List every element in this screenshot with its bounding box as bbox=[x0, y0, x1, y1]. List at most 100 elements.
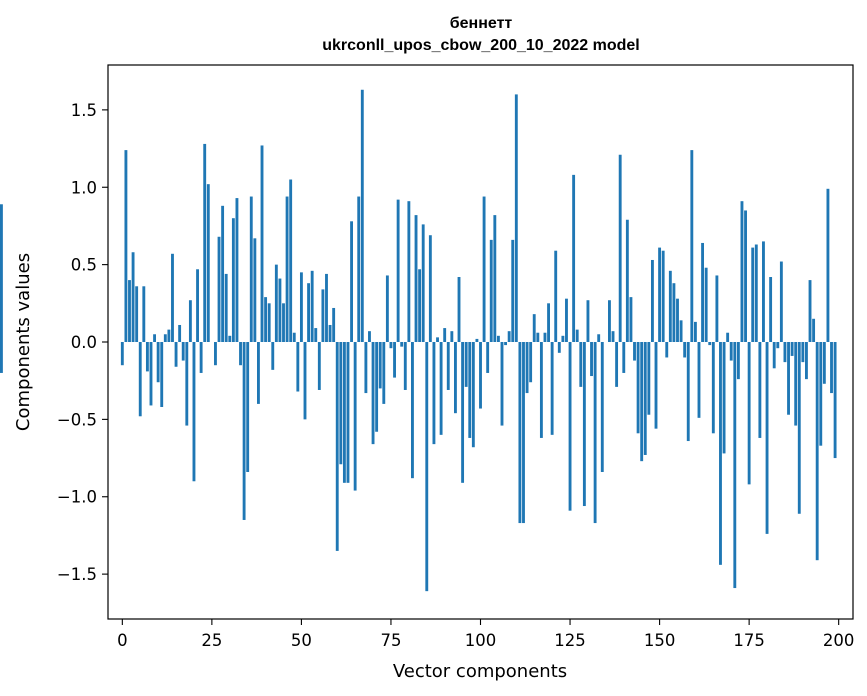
bar-81 bbox=[411, 342, 414, 479]
bar-105 bbox=[496, 335, 500, 342]
bar-136 bbox=[608, 300, 611, 342]
bar-11 bbox=[160, 342, 164, 407]
chart-title-line1: беннетт bbox=[450, 15, 513, 32]
bar-112 bbox=[522, 342, 525, 524]
bar-152 bbox=[665, 342, 669, 358]
bar-73 bbox=[382, 342, 386, 404]
bar-156 bbox=[679, 320, 683, 342]
bar-148 bbox=[650, 259, 654, 342]
bar-65 bbox=[353, 342, 357, 491]
bar-100 bbox=[479, 342, 482, 409]
bar-114 bbox=[529, 342, 533, 383]
bar-92 bbox=[450, 331, 454, 342]
bar-191 bbox=[805, 342, 808, 380]
bar-163 bbox=[704, 267, 708, 342]
bar-28 bbox=[221, 205, 225, 342]
bar-154 bbox=[672, 283, 676, 342]
bar-151 bbox=[661, 250, 665, 342]
y-tick-label: 0.0 bbox=[71, 333, 97, 352]
bar-193 bbox=[812, 318, 816, 342]
bar-95 bbox=[461, 342, 465, 483]
bar-98 bbox=[471, 342, 475, 448]
bar-55 bbox=[317, 342, 321, 390]
bar-182 bbox=[772, 342, 776, 369]
x-tick-label: 50 bbox=[291, 631, 312, 650]
x-tick-label: 125 bbox=[554, 631, 586, 650]
plot-frame bbox=[107, 64, 854, 620]
bar-184 bbox=[779, 261, 783, 342]
bar-190 bbox=[801, 342, 805, 363]
bar-180 bbox=[765, 342, 769, 534]
bar-177 bbox=[754, 244, 758, 342]
bar-186 bbox=[787, 342, 790, 415]
bar-128 bbox=[579, 342, 583, 387]
bar-26 bbox=[214, 342, 217, 366]
bar-126 bbox=[572, 174, 576, 342]
bar-29 bbox=[224, 273, 228, 342]
x-tick-label: 0 bbox=[117, 631, 128, 650]
bar-175 bbox=[747, 342, 751, 485]
bar-74 bbox=[385, 275, 389, 342]
y-tick-label: −0.5 bbox=[57, 410, 97, 429]
bar-19 bbox=[188, 300, 192, 342]
bar-69 bbox=[368, 331, 371, 342]
bar-144 bbox=[636, 342, 640, 434]
y-tick-label: −1.0 bbox=[57, 488, 97, 507]
bar-1 bbox=[124, 150, 128, 342]
bar-176 bbox=[751, 247, 755, 342]
bar-192 bbox=[808, 280, 812, 342]
bar-113 bbox=[525, 342, 529, 394]
bar-93 bbox=[454, 342, 457, 414]
bar-143 bbox=[633, 342, 636, 361]
bar-43 bbox=[274, 264, 278, 342]
bar-131 bbox=[590, 342, 593, 377]
bar-13 bbox=[167, 329, 171, 342]
x-tick-label: 150 bbox=[644, 631, 676, 650]
bar-15 bbox=[174, 342, 178, 367]
bar-164 bbox=[708, 342, 712, 346]
bar-197 bbox=[826, 188, 830, 342]
bar-160 bbox=[693, 321, 697, 342]
bar-27 bbox=[217, 236, 221, 342]
bar-127 bbox=[575, 329, 579, 342]
bar-137 bbox=[611, 331, 615, 342]
bar-24 bbox=[206, 184, 210, 342]
bar-50 bbox=[299, 272, 303, 342]
bar-undefined bbox=[0, 204, 3, 342]
bar-198 bbox=[830, 342, 833, 394]
bar-122 bbox=[557, 342, 561, 353]
bar-85 bbox=[425, 342, 429, 592]
bar-88 bbox=[436, 337, 439, 342]
bar-82 bbox=[414, 215, 418, 342]
bar-48 bbox=[292, 332, 296, 342]
bar-155 bbox=[676, 298, 679, 342]
bar-58 bbox=[328, 324, 332, 342]
bar-80 bbox=[407, 201, 411, 342]
bar-8 bbox=[149, 342, 153, 406]
bar-96 bbox=[464, 342, 468, 387]
bar-71 bbox=[375, 342, 379, 432]
x-tick-label: 100 bbox=[465, 631, 497, 650]
bar-78 bbox=[400, 342, 404, 347]
bar-51 bbox=[303, 342, 307, 420]
bar-34 bbox=[242, 342, 246, 520]
bar-139 bbox=[618, 154, 622, 342]
bar-6 bbox=[142, 286, 146, 342]
bar-125 bbox=[568, 342, 572, 511]
y-axis-label: Components values bbox=[13, 253, 34, 431]
bar-103 bbox=[489, 239, 493, 342]
bar-33 bbox=[239, 342, 242, 366]
bar-102 bbox=[486, 342, 490, 373]
bar-37 bbox=[253, 238, 257, 342]
bar-170 bbox=[729, 342, 733, 361]
y-tick-label: 0.5 bbox=[71, 256, 97, 275]
bar-61 bbox=[339, 342, 343, 465]
x-axis-label: Vector components bbox=[393, 661, 567, 682]
bar-94 bbox=[457, 277, 461, 342]
bar-70 bbox=[371, 342, 375, 445]
bar-14 bbox=[171, 253, 174, 342]
bar-35 bbox=[246, 342, 250, 472]
bar-60 bbox=[335, 342, 339, 551]
bar-133 bbox=[597, 334, 601, 342]
bar-167 bbox=[719, 342, 722, 565]
